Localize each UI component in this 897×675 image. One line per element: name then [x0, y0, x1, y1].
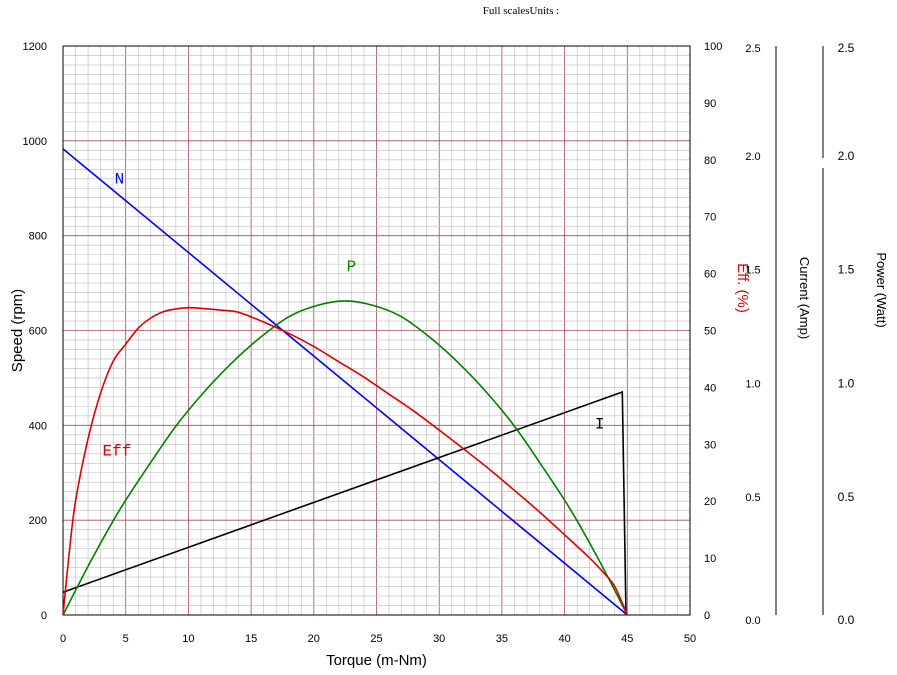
speed-tick-label: 1200 — [23, 41, 47, 53]
curve-label-eff: Eff — [103, 443, 132, 461]
x-tick-label: 0 — [60, 633, 66, 645]
efficiency-tick-label: 50 — [704, 326, 716, 338]
power-tick-label: 2.0 — [838, 149, 855, 163]
efficiency-tick-label: 30 — [704, 439, 716, 451]
speed-tick-label: 1000 — [23, 136, 47, 148]
plot-border — [62, 45, 691, 616]
current-tick-label: 0.0 — [745, 615, 760, 627]
curve-label-p: P — [347, 258, 357, 276]
efficiency-tick-label: 10 — [704, 553, 716, 565]
x-tick-label: 50 — [684, 633, 696, 645]
speed-tick-label: 200 — [29, 515, 47, 527]
x-tick-label: 40 — [558, 633, 570, 645]
series-line-n — [62, 148, 628, 616]
efficiency-tick-label: 20 — [704, 496, 716, 508]
current-tick-label: 2.5 — [745, 43, 760, 55]
x-tick-label: 5 — [123, 633, 129, 645]
efficiency-tick-label: 40 — [704, 382, 716, 394]
series-group — [62, 148, 629, 616]
x-tick-label: 20 — [308, 633, 320, 645]
x-tick-label: 10 — [182, 633, 194, 645]
efficiency-axis-title: Eff. (%) — [734, 263, 751, 313]
x-tick-label: 45 — [621, 633, 633, 645]
efficiency-tick-label: 70 — [704, 212, 716, 224]
chart-header: Full scalesUnits : — [483, 5, 559, 17]
efficiency-tick-label: 100 — [704, 41, 722, 53]
series-line-p — [62, 300, 629, 616]
current-tick-label: 2.0 — [745, 151, 760, 163]
x-tick-label: 30 — [433, 633, 445, 645]
power-tick-label: 2.5 — [838, 41, 855, 55]
speed-tick-label: 400 — [29, 420, 47, 432]
x-tick-label: 25 — [370, 633, 382, 645]
speed-tick-label: 0 — [41, 610, 47, 622]
current-tick-label: 1.5 — [745, 265, 760, 277]
x-tick-label: 35 — [496, 633, 508, 645]
x-tick-label: 15 — [245, 633, 257, 645]
current-tick-label: 1.0 — [745, 378, 760, 390]
series-line-i — [62, 390, 627, 616]
current-axis-title: Current (Amp) — [797, 257, 812, 339]
curve-label-i: I — [595, 415, 605, 433]
speed-axis-title: Speed (rpm) — [9, 289, 26, 372]
power-tick-label: 0.0 — [838, 613, 855, 627]
curve-label-n: N — [115, 171, 125, 189]
speed-tick-label: 600 — [29, 326, 47, 338]
power-tick-label: 1.5 — [838, 263, 855, 277]
series-line-eff — [62, 306, 629, 616]
power-tick-label: 0.5 — [838, 490, 855, 504]
speed-tick-label: 800 — [29, 231, 47, 243]
efficiency-tick-label: 90 — [704, 98, 716, 110]
plot-grid — [62, 45, 691, 616]
current-tick-label: 0.5 — [745, 492, 760, 504]
power-tick-label: 1.0 — [838, 376, 855, 390]
x-axis-title: Torque (m-Nm) — [326, 652, 427, 669]
efficiency-tick-label: 60 — [704, 269, 716, 281]
efficiency-tick-label: 80 — [704, 155, 716, 167]
curve-labels-group: N P Eff I — [103, 171, 605, 461]
power-axis-title: Power (Watt) — [874, 252, 889, 327]
efficiency-tick-label: 0 — [704, 610, 710, 622]
plot-frame — [62, 45, 691, 616]
